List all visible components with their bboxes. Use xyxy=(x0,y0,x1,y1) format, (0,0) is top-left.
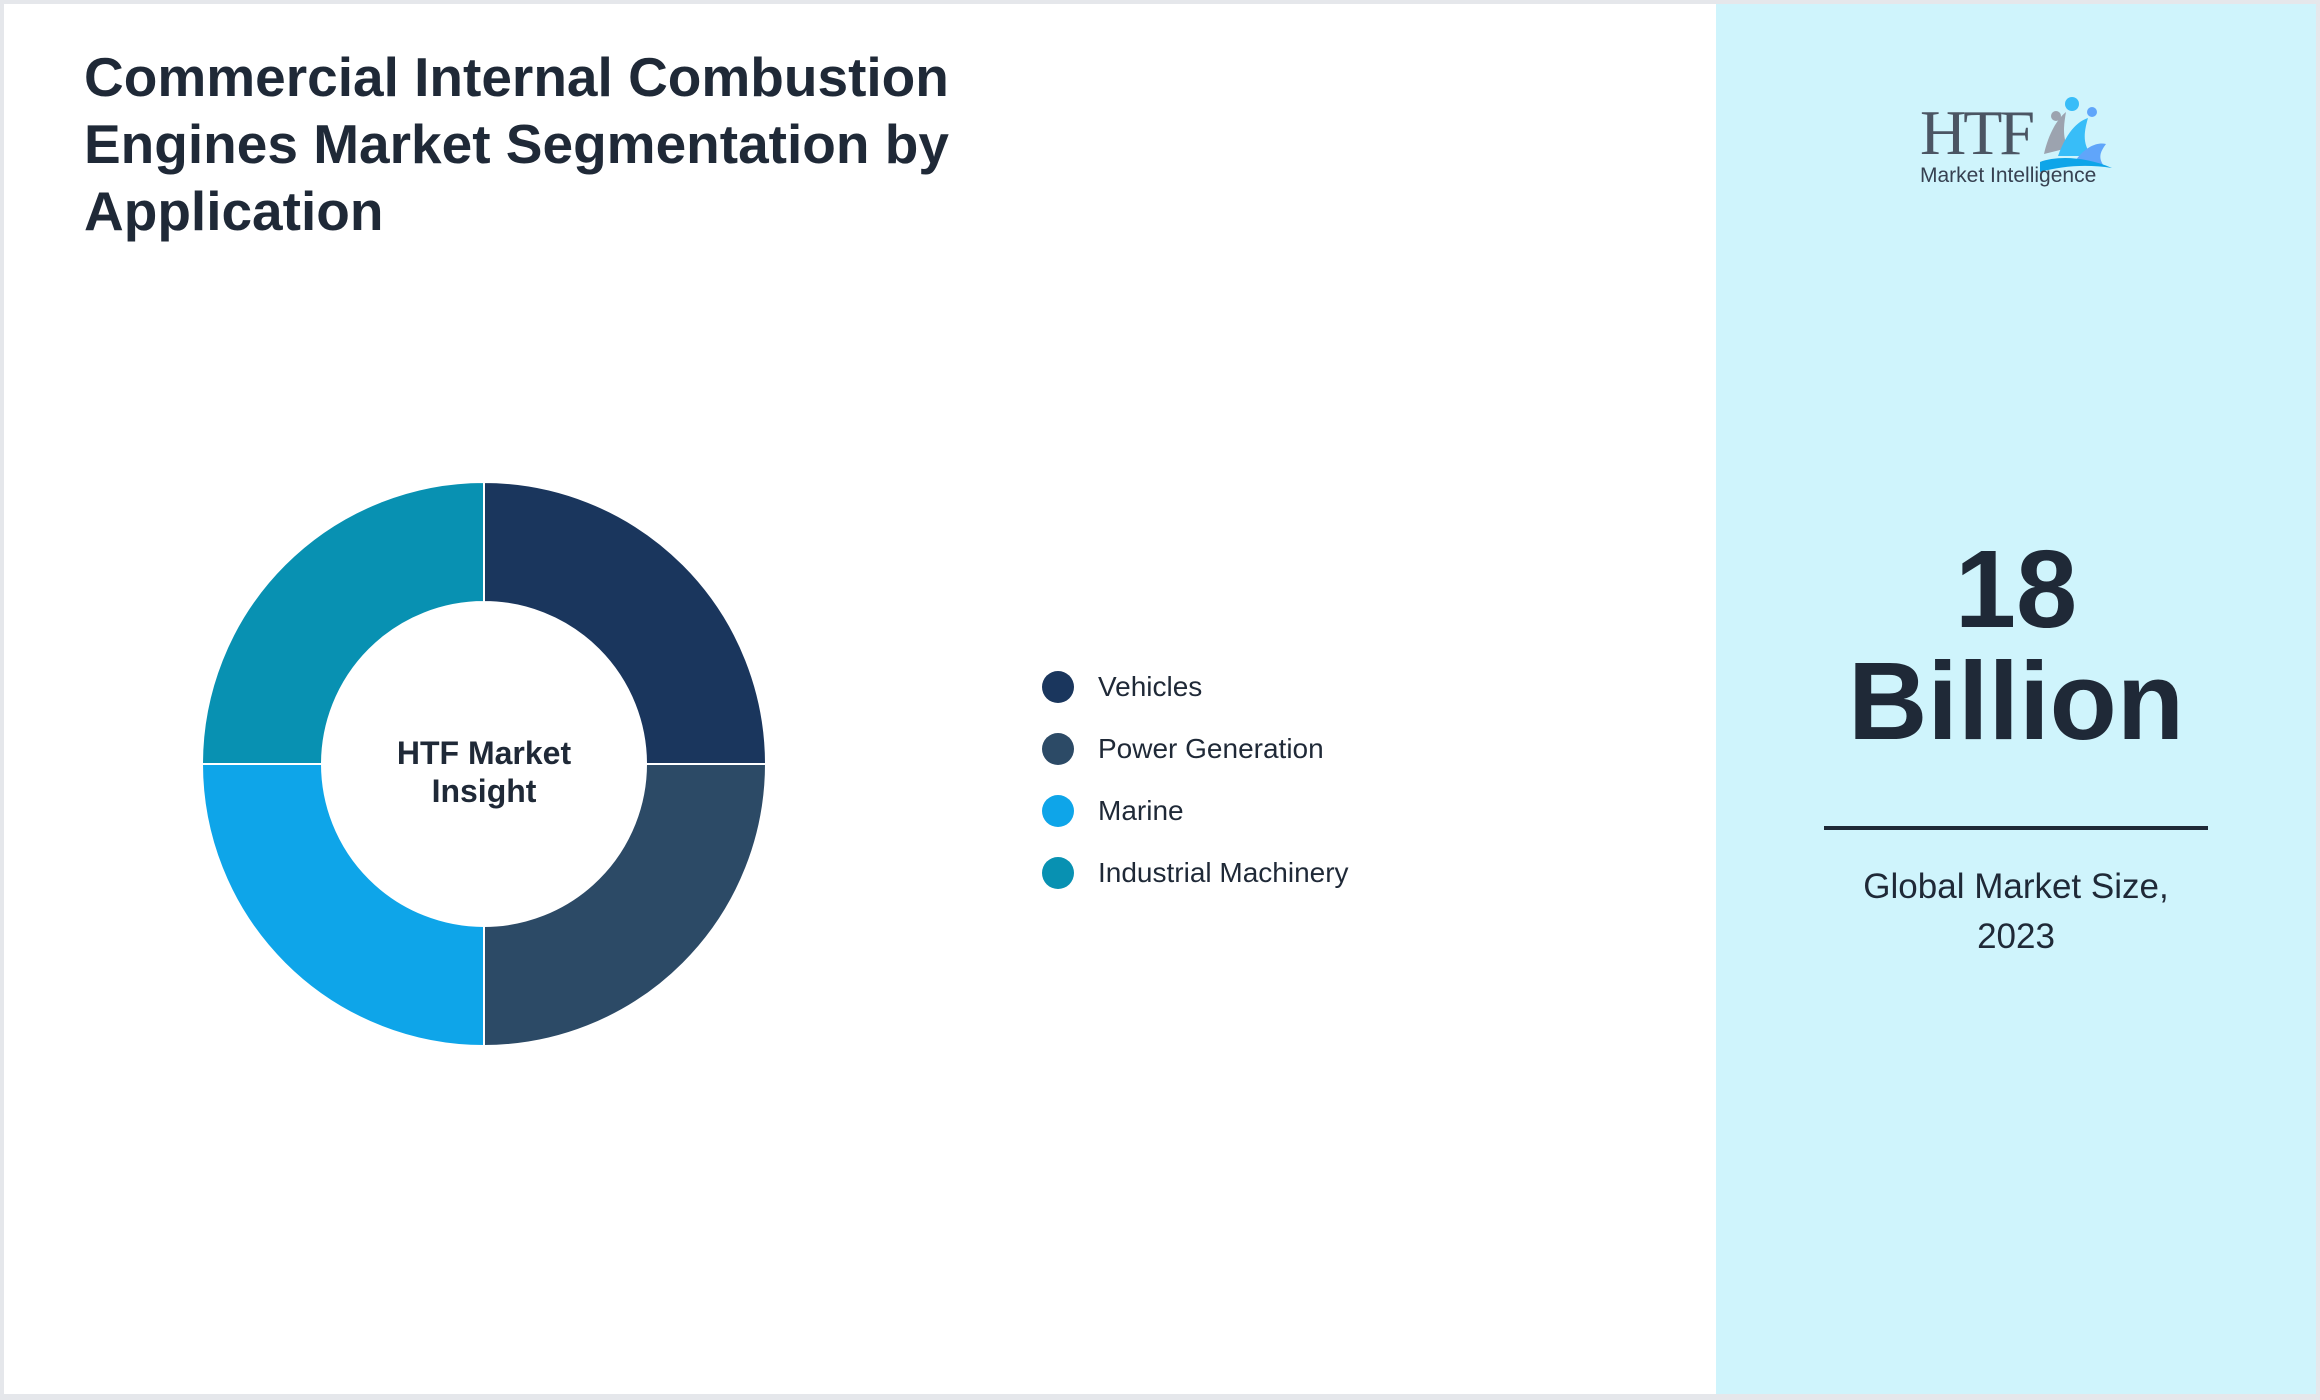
legend-swatch-vehicles xyxy=(1042,671,1074,703)
legend-swatch-industrial-machinery xyxy=(1042,857,1074,889)
kpi-divider xyxy=(1824,826,2208,830)
logo-figures-icon xyxy=(2040,97,2112,172)
kpi-sidebar: HTF Market Intelligence 18 Billion Globa… xyxy=(1716,4,2316,1394)
legend-label-power-generation: Power Generation xyxy=(1098,733,1324,764)
donut-slice-industrial-machinery xyxy=(200,480,485,765)
legend-label-vehicles: Vehicles xyxy=(1098,671,1203,702)
market-size-number: 18 xyxy=(1954,528,2078,651)
logo-tagline: Market Intelligence xyxy=(1920,164,2096,187)
logo-wordmark: HTF xyxy=(1920,97,2033,168)
donut-chart: HTF Market Insight xyxy=(200,480,768,1048)
legend-item-marine: Marine xyxy=(1042,780,1349,842)
legend-label-marine: Marine xyxy=(1098,795,1184,826)
chart-legend: Vehicles Power Generation Marine Industr… xyxy=(1042,656,1349,904)
donut-slice-vehicles xyxy=(483,480,768,765)
legend-swatch-marine xyxy=(1042,795,1074,827)
infographic-frame: Commercial Internal Combustion Engines M… xyxy=(4,4,2316,1394)
market-size-caption-line-2: 2023 xyxy=(1977,917,2055,956)
market-size-caption: Global Market Size, 2023 xyxy=(1776,862,2256,962)
htf-logo: HTF Market Intelligence xyxy=(1920,97,2112,187)
donut-slice-marine xyxy=(200,763,485,1048)
legend-label-industrial-machinery: Industrial Machinery xyxy=(1098,857,1349,888)
donut-slice-power-generation xyxy=(483,763,768,1048)
chart-panel: Commercial Internal Combustion Engines M… xyxy=(4,4,1716,1394)
legend-item-industrial-machinery: Industrial Machinery xyxy=(1042,842,1349,904)
market-size-caption-line-1: Global Market Size, xyxy=(1863,867,2169,906)
center-label-line-1: HTF Market xyxy=(397,735,572,771)
chart-title: Commercial Internal Combustion Engines M… xyxy=(84,46,949,242)
center-label-line-2: Insight xyxy=(432,773,537,809)
market-size-unit: Billion xyxy=(1847,640,2185,763)
market-size-value: 18 Billion xyxy=(1716,534,2316,758)
legend-swatch-power-generation xyxy=(1042,733,1074,765)
legend-item-vehicles: Vehicles xyxy=(1042,656,1349,718)
legend-item-power-generation: Power Generation xyxy=(1042,718,1349,780)
